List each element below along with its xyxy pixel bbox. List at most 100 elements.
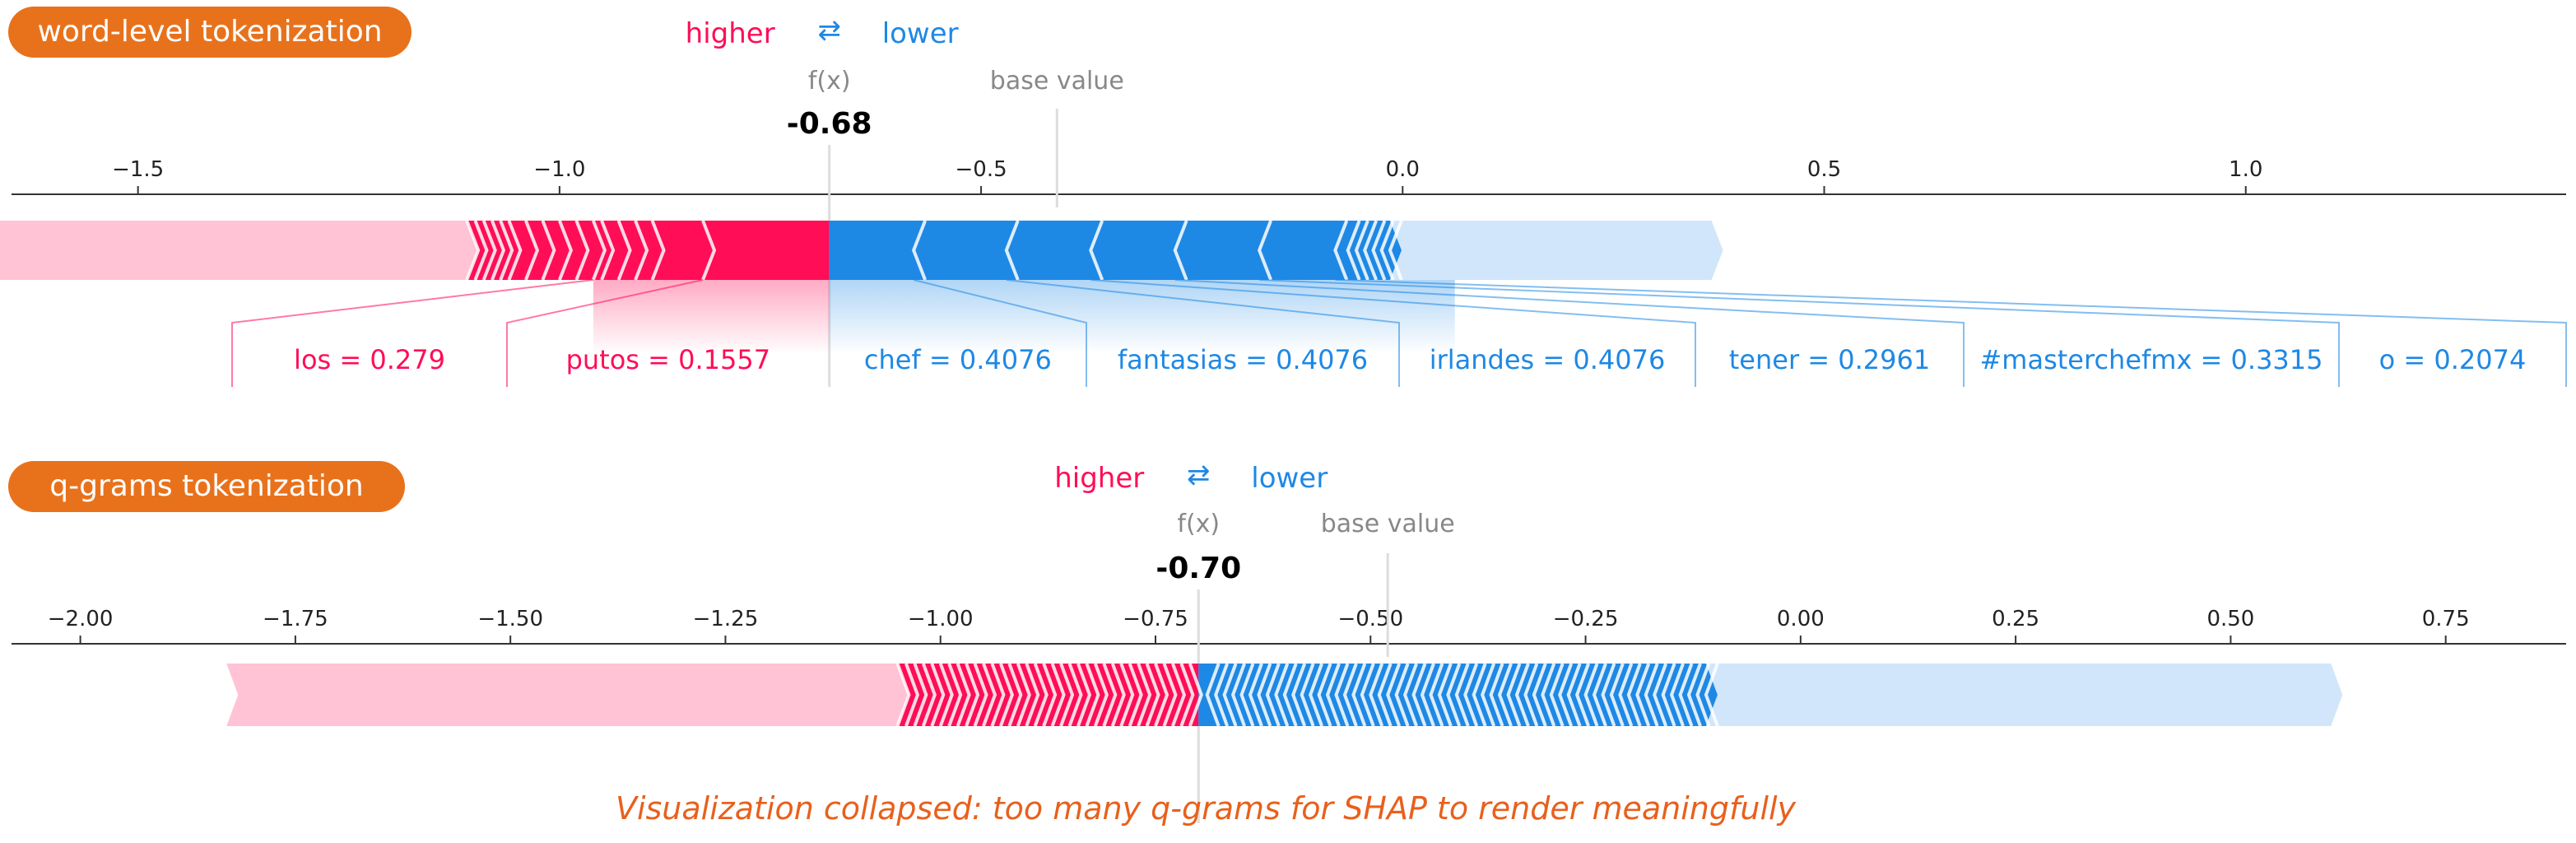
negative-feature-chevron xyxy=(1291,663,1307,727)
negative-feature-connector xyxy=(1174,279,1965,387)
positive-feature-label: los = 0.279 xyxy=(294,344,445,375)
negative-feature-chevron xyxy=(1481,663,1496,727)
negative-feature-connector xyxy=(1335,279,2567,387)
negative-feature-label: fantasias = 0.4076 xyxy=(1118,344,1368,375)
negative-feature-chevron xyxy=(1363,220,1379,281)
negative-feature-chevron xyxy=(1558,663,1574,727)
positive-feature-chevron xyxy=(1042,663,1058,727)
negative-feature-chevron xyxy=(1265,663,1281,727)
negative-feature-chevron xyxy=(1004,220,1020,281)
negative-feature-label: #masterchefmx = 0.3315 xyxy=(1979,344,2323,375)
x-tick-label: −0.50 xyxy=(1337,607,1403,631)
positive-feature-chevron xyxy=(465,220,481,281)
negative-feature-chevron xyxy=(1282,663,1298,727)
positive-feature-chevron xyxy=(541,220,556,281)
negative-feature-chevron xyxy=(1678,663,1694,727)
negative-feature-chevron xyxy=(1523,663,1539,727)
negative-feature-label: o = 0.2074 xyxy=(2379,344,2527,375)
positive-feature-chevron xyxy=(1179,663,1195,727)
negative-feature-chevron xyxy=(1308,663,1324,727)
positive-feature-chevron xyxy=(930,663,946,727)
negative-feature-chevron xyxy=(1446,663,1462,727)
positive-feature-chevron xyxy=(481,220,497,281)
negative-feature-label: chef = 0.4076 xyxy=(864,344,1052,375)
negative-feature-chevron xyxy=(1411,663,1427,727)
positive-feature-chevron xyxy=(524,220,540,281)
legend-higher: higher xyxy=(686,17,775,50)
negative-feature-chevron xyxy=(1463,663,1479,727)
negative-feature-chevron xyxy=(1695,663,1711,727)
positive-feature-chevron xyxy=(558,220,574,281)
negative-feature-chevron xyxy=(1257,220,1273,281)
base-value-label: base value xyxy=(1321,510,1455,538)
negative-feature-chevron xyxy=(1346,220,1361,281)
positive-feature-chevron xyxy=(1119,663,1135,727)
negative-feature-chevron xyxy=(1354,220,1369,281)
positive-feature-chevron xyxy=(591,220,607,281)
positive-feature-chevron xyxy=(600,220,616,281)
positive-feature-chevron xyxy=(1093,663,1109,727)
legend-arrows: ⇄ xyxy=(817,14,841,47)
negative-feature-chevron xyxy=(1454,663,1470,727)
x-tick-label: 0.00 xyxy=(1777,607,1825,631)
negative-feature-chevron xyxy=(1274,663,1290,727)
positive-feature-chevron xyxy=(1059,663,1075,727)
positive-feature-chevron xyxy=(973,663,988,727)
negative-feature-chevron xyxy=(1394,663,1410,727)
negative-feature-chevron xyxy=(1583,663,1599,727)
positive-feature-chevron xyxy=(499,220,514,281)
positive-feature-chevron xyxy=(1102,663,1118,727)
positive-feature-chevron xyxy=(1076,663,1092,727)
negative-feature-chevron xyxy=(1205,663,1221,727)
positive-feature-chevron xyxy=(1128,663,1143,727)
fx-value: -0.70 xyxy=(1155,552,1241,585)
positive-feature-chevron xyxy=(634,220,649,281)
negative-feature-chevron xyxy=(1472,663,1487,727)
negative-feature-chevron xyxy=(1429,663,1444,727)
negative-feature-chevron xyxy=(1248,663,1263,727)
negative-feature-label: tener = 0.2961 xyxy=(1729,344,1930,375)
negative-feature-chevron xyxy=(1239,663,1255,727)
positive-feature-chevron xyxy=(1171,663,1187,727)
negative-feature-chevron xyxy=(1601,663,1616,727)
positive-feature-chevron xyxy=(701,220,717,281)
negative-feature-chevron xyxy=(1653,663,1668,727)
x-tick-label: 0.5 xyxy=(1807,157,1841,182)
negative-feature-chevron xyxy=(1618,663,1634,727)
positive-feature-chevron xyxy=(956,663,971,727)
x-tick-label: −0.5 xyxy=(956,157,1007,182)
negative-feature-connector xyxy=(1259,279,2340,387)
negative-feature-chevron xyxy=(1402,663,1418,727)
legend-lower: lower xyxy=(1251,462,1328,495)
x-tick-label: −1.50 xyxy=(477,607,543,631)
negative-feature-chevron xyxy=(1566,663,1582,727)
negative-feature-connector xyxy=(1090,279,1696,387)
positive-feature-chevron xyxy=(904,663,920,727)
negative-feature-chevron xyxy=(1379,220,1395,281)
negative-feature-chevron xyxy=(1609,663,1625,727)
positive-feature-chevron xyxy=(1033,663,1049,727)
positive-feature-chevron xyxy=(1085,663,1100,727)
positive-feature-connector xyxy=(231,279,593,387)
x-tick-label: −1.0 xyxy=(533,157,585,182)
positive-feature-chevron xyxy=(938,663,954,727)
legend-higher: higher xyxy=(1054,462,1144,495)
collapsed-caption: Visualization collapsed: too many q-gram… xyxy=(615,790,1797,827)
positive-feature-chevron xyxy=(473,220,489,281)
positive-feature-chevron xyxy=(1025,663,1040,727)
negative-feature-chevron xyxy=(1386,663,1402,727)
positive-feature-chevron xyxy=(1110,663,1126,727)
fx-value: -0.68 xyxy=(787,107,872,141)
negative-feature-connector xyxy=(913,279,1087,387)
positive-feature-chevron xyxy=(616,220,632,281)
positive-feature-chevron xyxy=(1162,663,1178,727)
negative-feature-chevron xyxy=(1325,663,1341,727)
positive-feature-chevron xyxy=(650,220,666,281)
negative-feature-chevron xyxy=(1230,663,1246,727)
legend-lower: lower xyxy=(882,17,959,50)
negative-feature-chevron xyxy=(1532,663,1547,727)
fx-label: f(x) xyxy=(1177,510,1220,538)
x-tick-label: 1.0 xyxy=(2229,157,2262,182)
positive-feature-chevron xyxy=(1188,663,1203,727)
